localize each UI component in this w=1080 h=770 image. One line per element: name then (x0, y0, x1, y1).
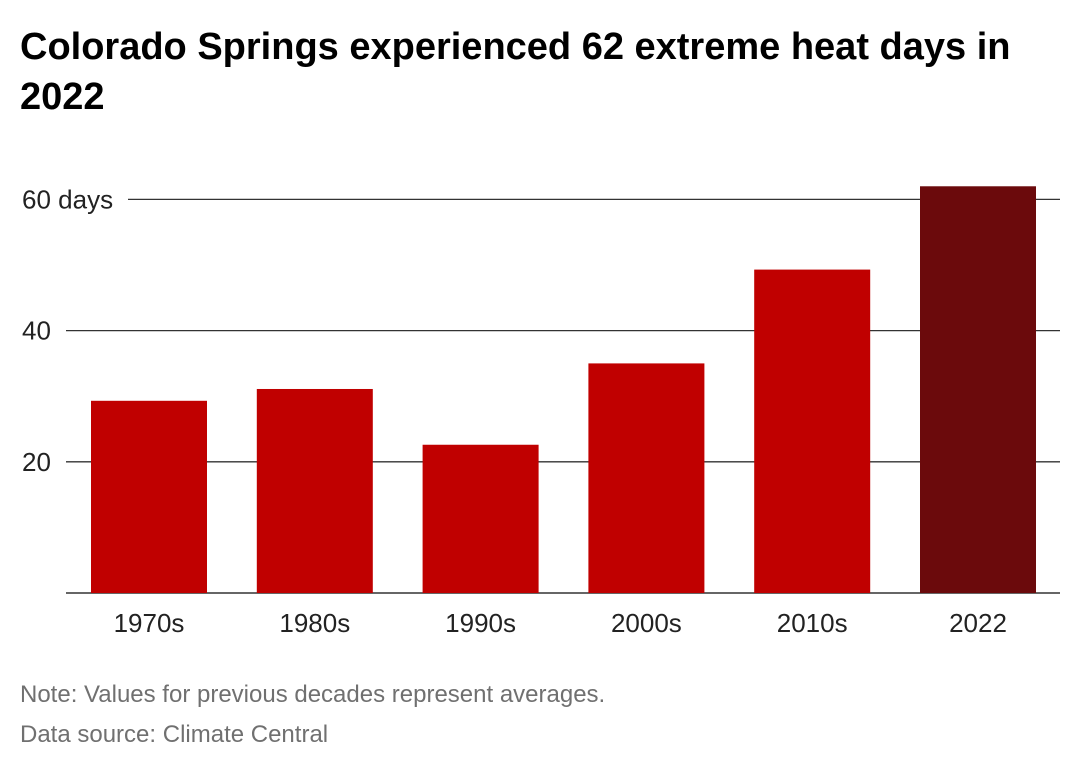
bar-1970s (91, 400, 207, 593)
x-tick-label: 1990s (445, 608, 516, 638)
chart-title: Colorado Springs experienced 62 extreme … (20, 26, 1011, 118)
y-tick-label: 60 days (22, 184, 113, 214)
x-tick-label: 2022 (949, 608, 1007, 638)
y-tick-label: 40 (22, 316, 51, 346)
bar-chart: 20 40 60 days 1970s 1980s 1990s 2000s 2010s 2022 (22, 184, 1060, 638)
y-tick-label: 20 (22, 447, 51, 477)
bar-2010s (754, 269, 871, 593)
x-tick-label: 1980s (279, 608, 350, 638)
x-tick-label: 2010s (777, 608, 848, 638)
chart-note: Note: Values for previous decades repres… (20, 681, 606, 708)
bars (91, 186, 1036, 593)
axis-labels: 20 40 60 days 1970s 1980s 1990s 2000s 2010s 2022 (22, 184, 1007, 638)
data-source: Data source: Climate Central (20, 721, 329, 748)
bar-2000s (588, 363, 705, 593)
bar-1980s (256, 388, 373, 593)
bar-2022 (920, 186, 1036, 593)
gridlines (66, 198, 1060, 594)
x-tick-label: 1970s (114, 608, 185, 638)
x-tick-label: 2000s (611, 608, 682, 638)
bar-1990s (422, 444, 539, 593)
